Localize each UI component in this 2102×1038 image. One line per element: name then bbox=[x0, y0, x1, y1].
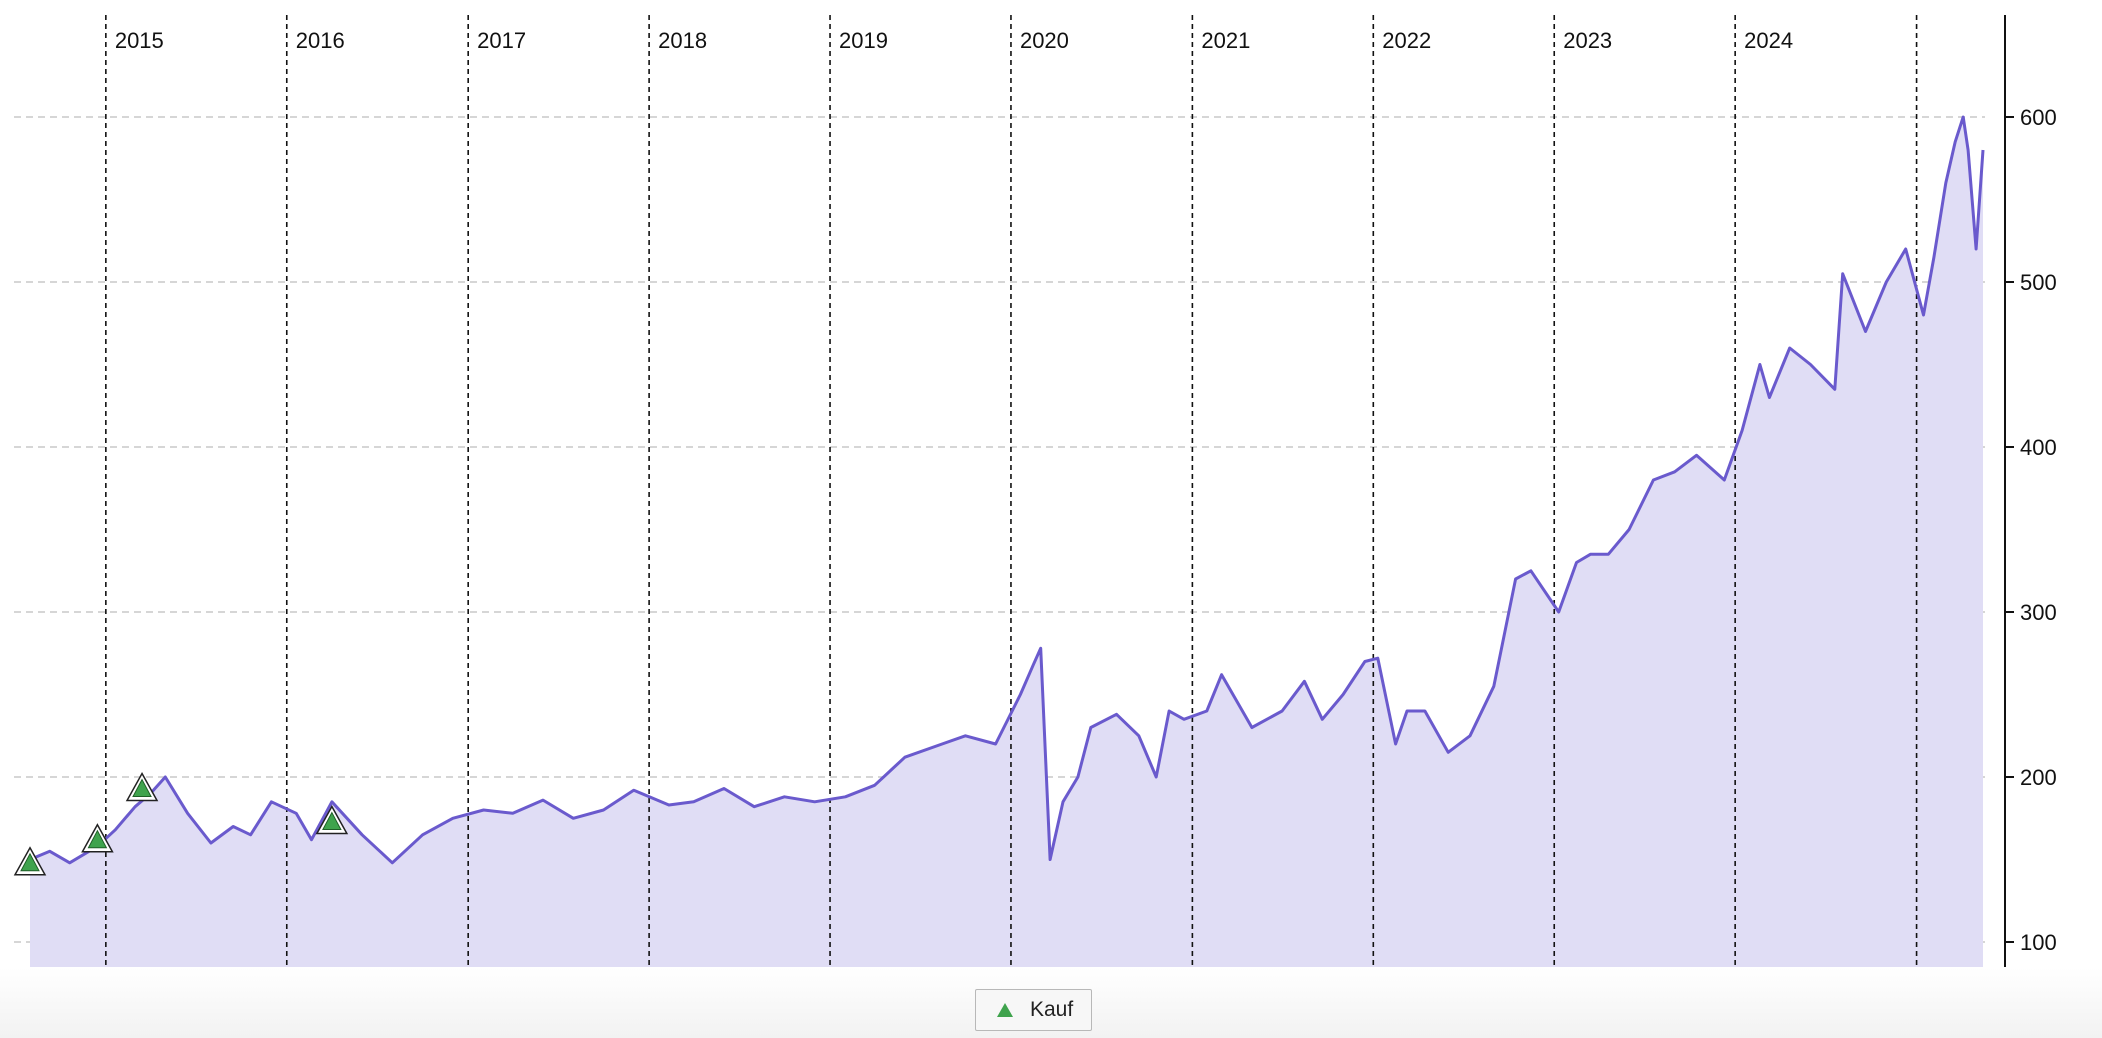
price-area bbox=[30, 117, 1983, 967]
legend-label: Kauf bbox=[1030, 998, 1074, 1021]
year-label: 2022 bbox=[1382, 28, 1431, 53]
y-tick-label: 500 bbox=[2020, 270, 2057, 295]
y-tick-label: 300 bbox=[2020, 600, 2057, 625]
year-label: 2023 bbox=[1563, 28, 1612, 53]
year-label: 2017 bbox=[477, 28, 526, 53]
year-label: 2018 bbox=[658, 28, 707, 53]
y-axis-ticks: 100 200 300 400 500 600 bbox=[2005, 105, 2057, 955]
price-line bbox=[29, 115, 1985, 865]
green-triangle-icon bbox=[997, 1003, 1013, 1017]
legend-item-kauf[interactable]: Kauf bbox=[975, 989, 1092, 1031]
year-label: 2024 bbox=[1744, 28, 1793, 53]
y-tick-label: 200 bbox=[2020, 765, 2057, 790]
kauf-marker bbox=[20, 852, 40, 872]
y-tick-label: 400 bbox=[2020, 435, 2057, 460]
year-label: 2020 bbox=[1020, 28, 1069, 53]
kauf-marker bbox=[132, 778, 152, 798]
y-tick-label: 600 bbox=[2020, 105, 2057, 130]
year-label: 2021 bbox=[1201, 28, 1250, 53]
year-labels: 2015 2016 2017 2018 2019 2020 2021 2022 2023 2024 bbox=[115, 28, 1793, 53]
kauf-marker bbox=[322, 811, 342, 831]
kauf-marker bbox=[87, 829, 108, 849]
buy-markers bbox=[13, 772, 349, 876]
year-label: 2015 bbox=[115, 28, 164, 53]
year-label: 2016 bbox=[296, 28, 345, 53]
y-tick-label: 100 bbox=[2020, 930, 2057, 955]
price-chart: 2015 2016 2017 2018 2019 2020 2021 2022 2023 2024… bbox=[13, 15, 2057, 967]
year-label: 2019 bbox=[839, 28, 888, 53]
